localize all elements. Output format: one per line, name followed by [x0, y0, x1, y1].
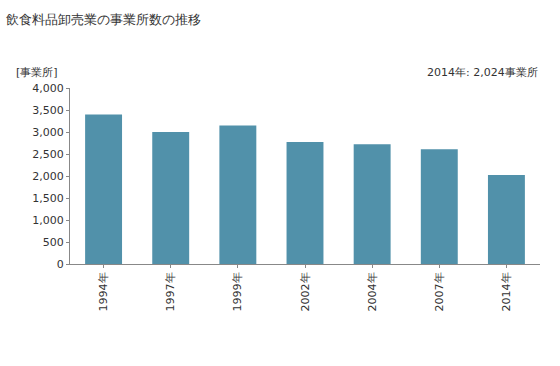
svg-text:飲食料品卸売業の事業所数の推移: 飲食料品卸売業の事業所数の推移 — [6, 12, 201, 27]
svg-text:1997年: 1997年 — [164, 272, 177, 311]
svg-text:1,000: 1,000 — [32, 214, 64, 227]
svg-text:4,000: 4,000 — [32, 82, 64, 95]
svg-text:500: 500 — [43, 236, 64, 249]
svg-text:1,500: 1,500 — [32, 192, 64, 205]
svg-text:3,500: 3,500 — [32, 104, 64, 117]
svg-text:1994年: 1994年 — [97, 272, 110, 311]
svg-text:[事業所]: [事業所] — [16, 66, 58, 79]
svg-text:2014年: 2014年 — [500, 272, 513, 311]
svg-text:2,500: 2,500 — [32, 148, 64, 161]
svg-text:2,000: 2,000 — [32, 170, 64, 183]
svg-text:2004年: 2004年 — [366, 272, 379, 311]
svg-text:2007年: 2007年 — [433, 272, 446, 311]
svg-text:0: 0 — [57, 258, 64, 271]
svg-text:2002年: 2002年 — [299, 272, 312, 311]
svg-text:1999年: 1999年 — [231, 272, 244, 311]
svg-text:2014年: 2,024事業所: 2014年: 2,024事業所 — [427, 66, 538, 79]
svg-text:3,000: 3,000 — [32, 126, 64, 139]
